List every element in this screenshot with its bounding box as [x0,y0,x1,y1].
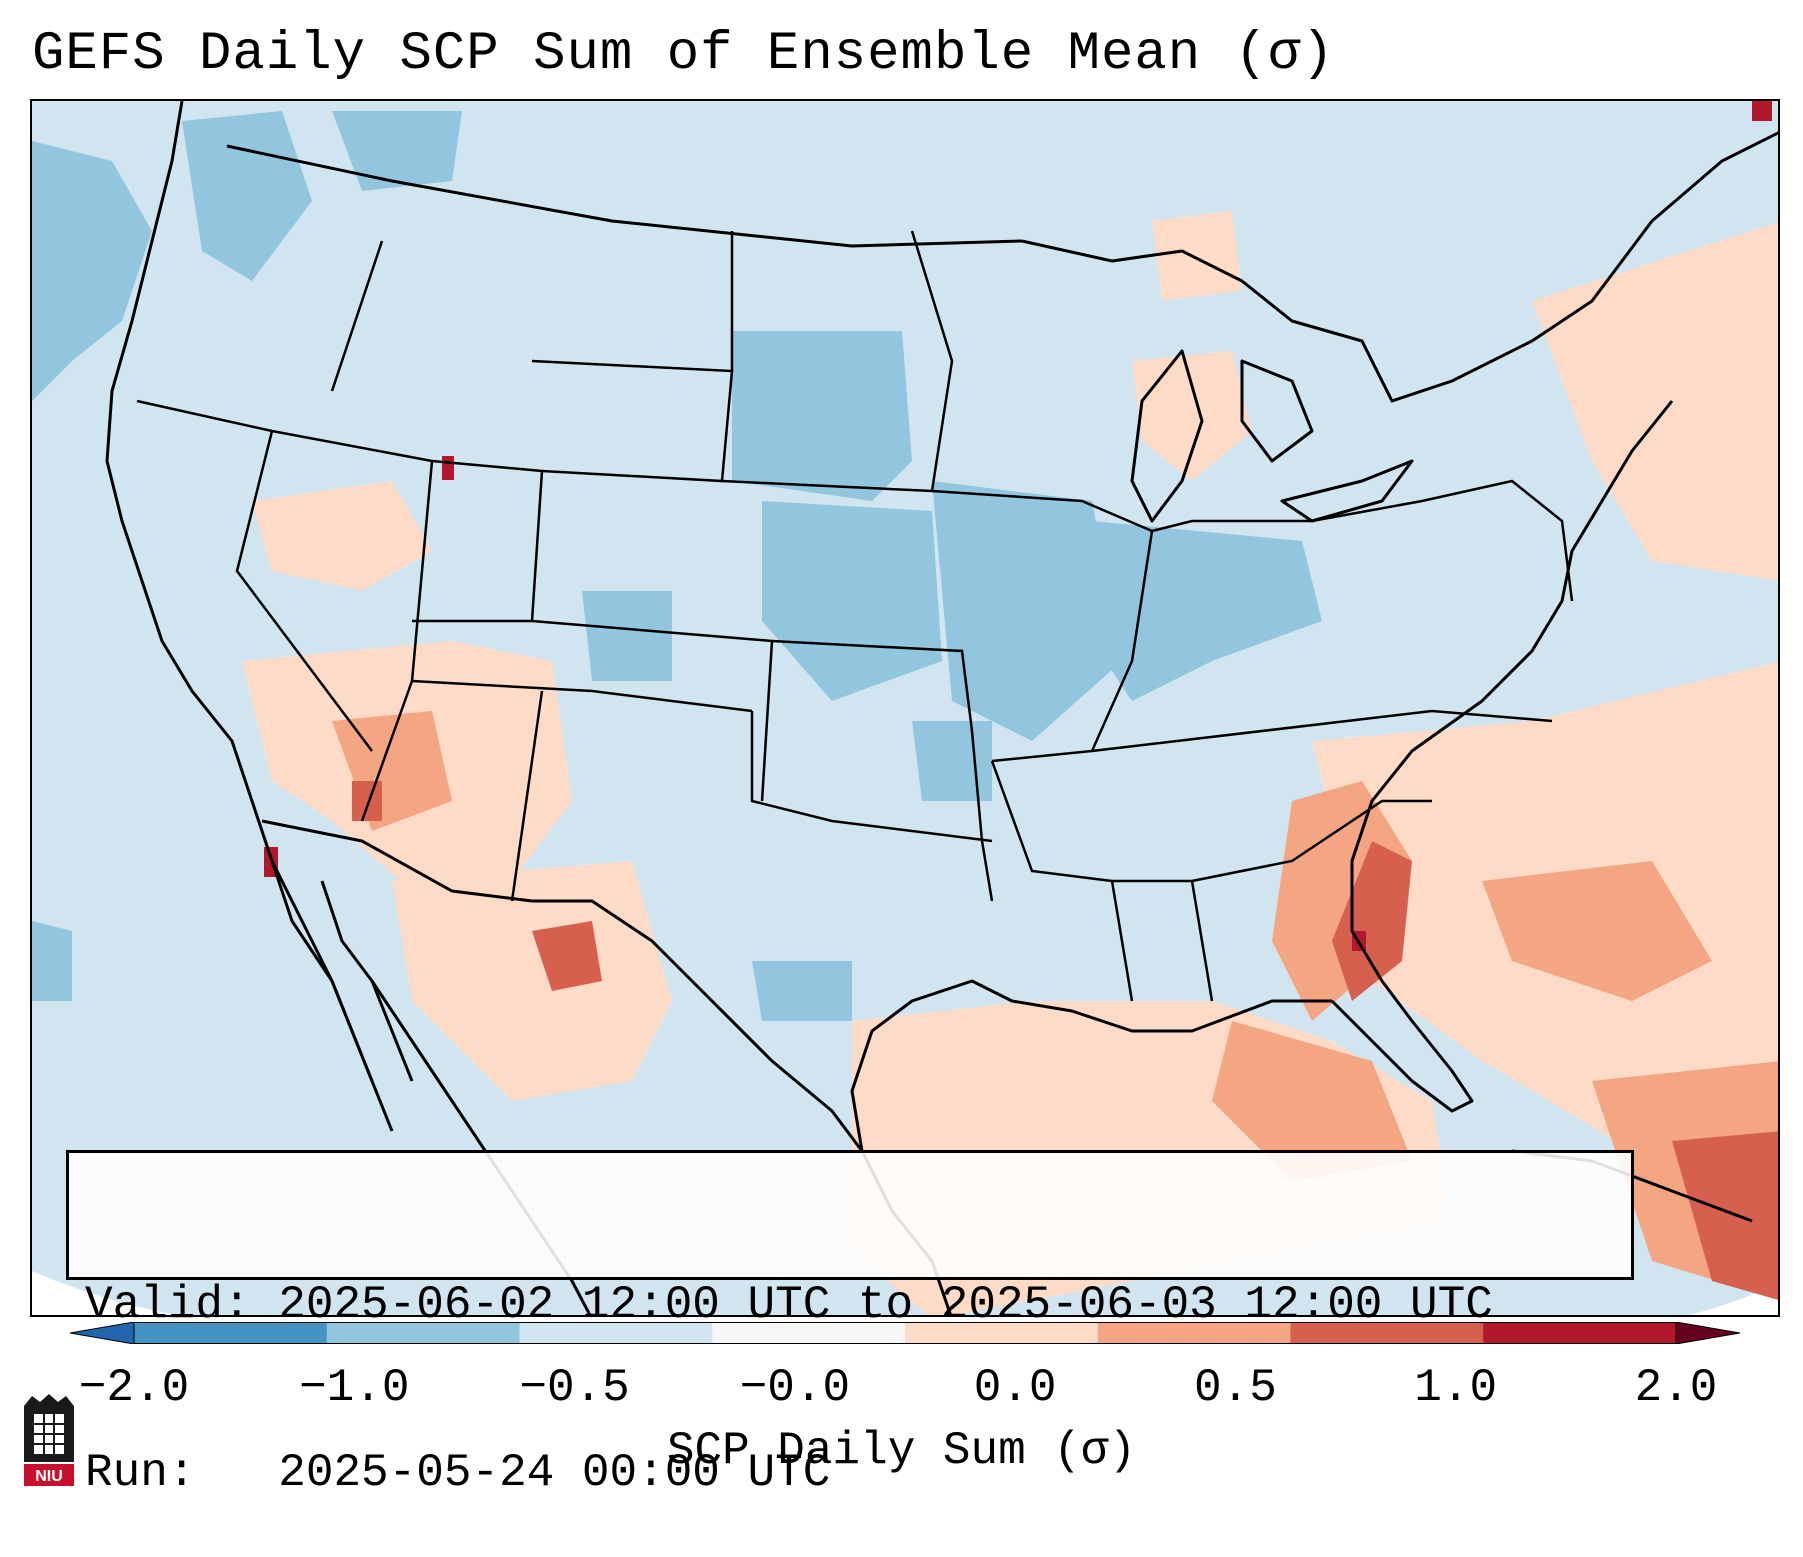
medium-red-florida-south [1212,1021,1412,1181]
lake-huron [1240,359,1314,463]
medium-red-atlantic [1482,861,1712,1001]
state-line-al-ga-sc [1191,799,1432,883]
blue-region-washington [182,111,312,281]
colorbar [70,1322,1740,1344]
blue-region-nebraska-kansas [762,501,942,701]
valid-time-box: Valid: 2025-06-02 12:00 UTC to 2025-06-0… [66,1150,1634,1499]
colorbar-outline [133,1322,1677,1344]
state-line-oh-pa [1151,479,1574,602]
positive-anomaly-strong-regions [352,781,1778,1300]
mexico-border [261,819,864,1152]
colorbar-segment [712,1322,906,1344]
state-line-ok-tx [750,711,993,843]
colorbar-tick-label: 2.0 [1634,1362,1718,1414]
dark-red-florida [1332,841,1412,1001]
east-coastline [1330,400,1674,1113]
west-coastline [105,101,374,1082]
colorbar-tick-label: 0.0 [973,1362,1057,1414]
blue-region-north-border [332,111,462,191]
state-line-az-nm-north [411,679,753,713]
extreme-spot-utah [442,456,454,480]
dark-red-caribbean [1672,1131,1778,1300]
state-line-tn-ky [1091,709,1553,753]
colorbar-segment [1290,1322,1484,1344]
state-line-dakotas [721,230,954,493]
colorbar-segment [519,1322,713,1344]
projection-edge-right [1688,1282,1778,1315]
dark-red-arizona [352,781,382,821]
colorbar-tick-label: −0.5 [519,1362,630,1414]
blue-region-pacific-sw [32,921,72,1001]
colorbar-tick-label: −0.0 [739,1362,851,1414]
blue-region-iowa-missouri [932,481,1122,741]
blue-region-nw-coast [32,141,152,401]
light-red-mexico [392,861,672,1101]
state-line-id-or [330,240,384,392]
extreme-spot-northeast [1752,101,1772,121]
niu-logo-icon: NIU [24,1394,74,1486]
state-line-ia-mo [931,489,1154,763]
canada-border-west [226,144,1023,248]
chart-title: GEFS Daily SCP Sum of Ensemble Mean (σ) [32,24,1335,85]
baja-coast [270,860,394,1132]
colorbar-segment [134,1322,328,1344]
state-line-nv-ca [235,430,373,752]
canada-border-east [1021,131,1778,403]
state-lines [136,230,1574,1002]
boundary-lines [105,101,1778,1315]
blue-region-oklahoma [912,721,992,801]
colorbar-tick-label: 1.0 [1414,1362,1498,1414]
lake-michigan [1130,349,1204,523]
run-time-text: Run: 2025-05-24 00:00 UTC [85,1447,831,1499]
state-line-wy [531,359,734,483]
colorbar-label: SCP Daily Sum (σ) [666,1425,1137,1477]
map-canvas [32,101,1778,1315]
projection-edge-left [32,1271,178,1315]
blue-region-colorado [582,591,672,681]
colorbar-segment [326,1322,520,1344]
state-line-ks-ok [771,639,994,902]
negative-anomaly-regions [32,111,1322,1021]
colorbar-segment [1483,1322,1677,1344]
light-red-nevada [252,481,432,591]
colorbar-tick-label: −2.0 [78,1362,190,1414]
colorbar-tick-labels: −2.0 −1.0 −0.5 −0.0 0.0 0.5 1.0 2.0 [0,1362,1803,1422]
map-panel [30,99,1780,1317]
colorbar-tick-label: −1.0 [299,1362,410,1414]
blue-region-dakotas [732,331,912,501]
blue-region-ohio-valley [1092,521,1322,701]
logo-text: NIU [35,1468,63,1485]
colorbar-segment [905,1322,1099,1344]
blue-region-texas [752,961,852,1021]
dark-red-mexico [532,921,602,991]
light-red-northeast-ocean [1532,222,1778,581]
state-line-az-nm [510,690,544,902]
colorbar-extend-low [70,1322,135,1344]
colorbar-tick-label: 0.5 [1194,1362,1277,1414]
colorbar-extend-high [1675,1322,1740,1344]
light-red-michigan [1132,351,1252,481]
light-red-great-lakes-north [1152,211,1242,301]
lake-erie [1280,459,1414,523]
colorbar-segment [1097,1322,1291,1344]
state-line-ut [412,459,544,623]
